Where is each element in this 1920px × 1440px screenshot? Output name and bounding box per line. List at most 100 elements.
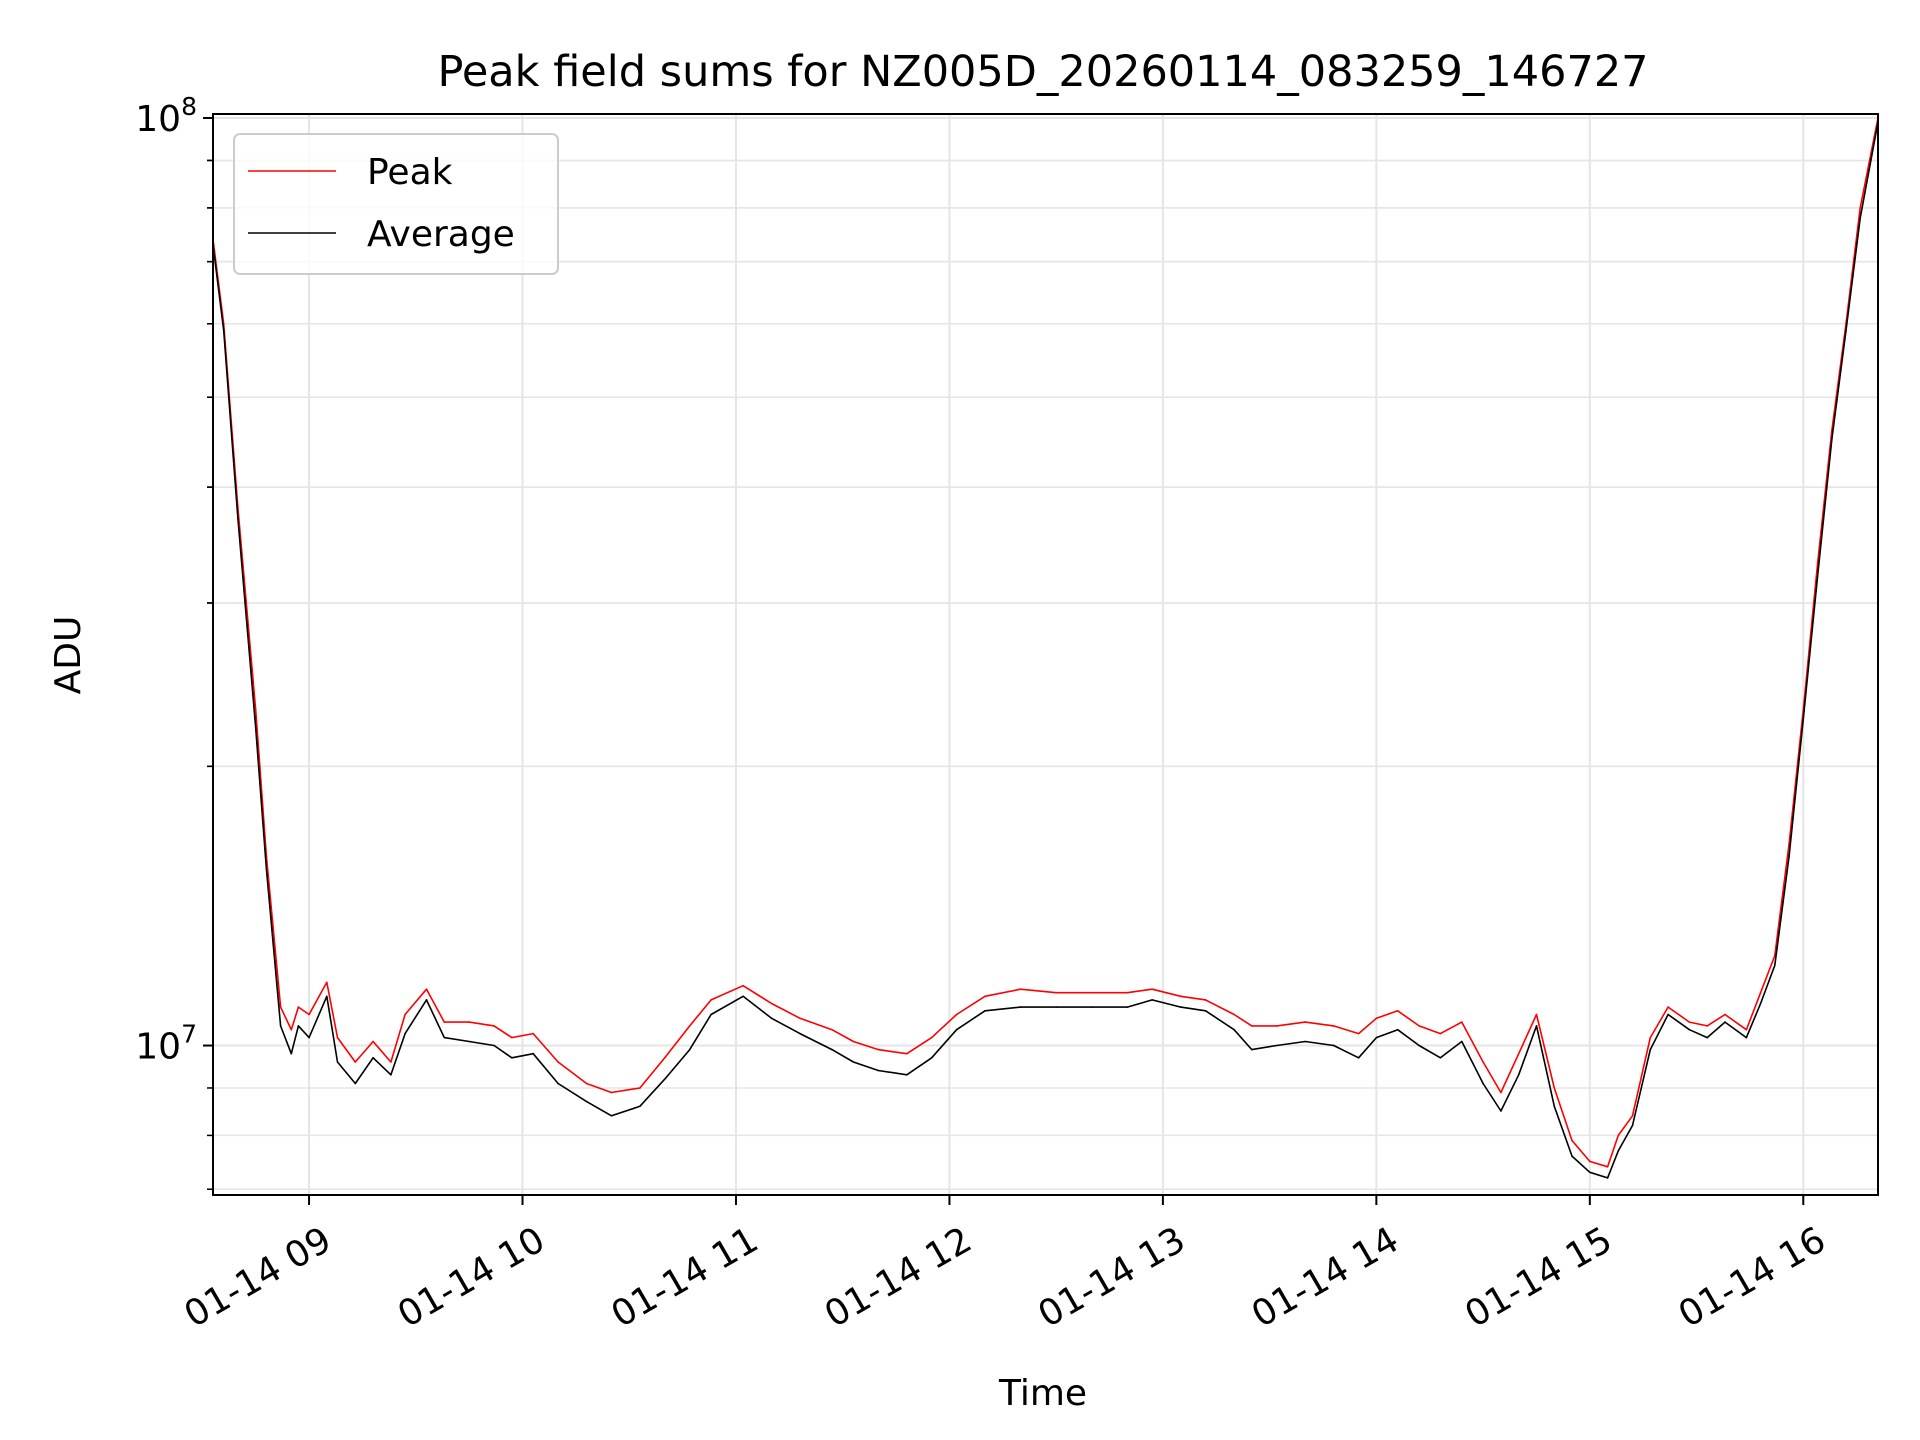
peak-point [1631,1115,1634,1117]
peak-point [1233,1013,1235,1016]
average-point [390,1074,392,1076]
average-point [254,727,257,729]
peak-point [1649,1036,1652,1039]
y-tick-label: 108 [135,92,197,140]
peak-point [1724,1013,1726,1016]
peak-point [1589,1160,1591,1163]
average-point [222,329,225,332]
average-point [326,995,328,998]
average-point [1535,1025,1538,1027]
average-point [770,1017,773,1020]
peak-point [1571,1139,1573,1142]
average-point [1589,1171,1591,1174]
average-point [1802,718,1805,720]
peak-point [799,1017,801,1020]
peak-point [1251,1025,1253,1027]
peak-point [1019,988,1022,990]
peak-point [1745,1028,1748,1031]
average-point [1439,1057,1442,1059]
peak-point [1204,999,1207,1001]
average-point [532,1052,534,1055]
grid-lines [213,114,1878,1195]
average-point [1759,1002,1762,1005]
average-point [443,1036,446,1039]
peak-point [1606,1166,1609,1168]
peak-point [639,1087,641,1089]
peak-point [984,995,986,998]
average-point [1571,1155,1573,1157]
average-point [468,1040,471,1043]
average-point [1745,1036,1748,1039]
average-point [1418,1044,1420,1047]
peak-point [1357,1032,1360,1035]
average-point [1667,1013,1669,1016]
average-point [1276,1044,1278,1047]
peak-point [532,1032,534,1035]
average-point [1055,1006,1057,1008]
peak-point [1126,991,1129,994]
peak-point [1774,954,1776,957]
average-point [799,1032,801,1035]
y-tick-label: 107 [135,1020,197,1068]
average-point [1357,1057,1360,1059]
peak-point [308,1013,310,1016]
peak-point [877,1048,880,1051]
peak-point [336,1036,339,1039]
average-point [1091,1006,1093,1008]
average-point [354,1082,357,1085]
peak-point [1517,1052,1520,1055]
average-point [610,1115,613,1117]
peak-point [1332,1025,1335,1027]
peak-point [1535,1013,1538,1016]
average-point [852,1061,855,1063]
peak-point [1617,1134,1620,1137]
peak-point [468,1021,471,1023]
average-point [308,1036,310,1039]
peak-point [1276,1025,1278,1027]
x-axis-label: Time [998,1373,1087,1414]
average-point [710,1013,712,1016]
average-point [1774,964,1776,967]
average-point [688,1048,691,1051]
average-point [1606,1177,1609,1179]
chart-title: Peak field sums for NZ005D_20260114_0832… [437,47,1648,97]
average-point [511,1057,513,1059]
plot-area [212,117,1879,1179]
peak-point [1788,843,1790,845]
average-point [1482,1082,1484,1085]
peak-point [1816,563,1819,566]
average-point [831,1048,833,1051]
average-point [1831,438,1833,441]
peak-point [930,1036,933,1039]
peak-point [1151,988,1153,990]
y-axis-label: ADU [48,616,89,695]
average-point [297,1025,300,1027]
axes-frame [212,113,1879,1196]
average-point [290,1052,293,1055]
average-point [877,1069,880,1072]
peak-point [290,1028,293,1031]
average-point [1251,1048,1253,1051]
peak-point [1439,1032,1442,1035]
average-point [1332,1044,1335,1047]
legend-peak-label: Peak [367,152,453,193]
peak-point [1418,1025,1420,1027]
peak-point [1304,1021,1306,1023]
peak-point [511,1036,513,1039]
peak-point [906,1052,908,1055]
peak-point [1482,1061,1484,1063]
average-point [1553,1105,1556,1108]
peak-point [664,1057,666,1059]
average-point [1631,1124,1634,1127]
average-point [237,517,239,520]
peak-point [1706,1025,1708,1027]
average-point [493,1044,495,1047]
tick-marks [203,117,1805,1205]
average-point [930,1057,933,1059]
average-point [1788,855,1790,857]
peak-point [770,1002,773,1005]
peak-point [742,984,744,987]
average-point [1688,1028,1691,1031]
peak-point [279,1006,282,1008]
peak-point [443,1021,446,1023]
